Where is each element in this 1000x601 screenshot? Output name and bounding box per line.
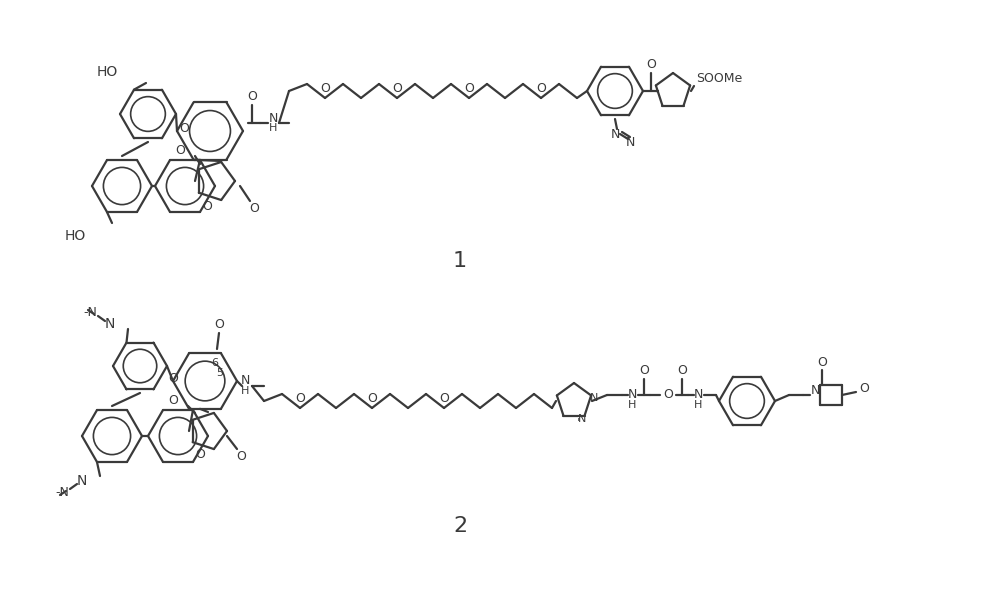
Text: O: O xyxy=(367,391,377,404)
Text: N: N xyxy=(810,385,820,397)
Text: N: N xyxy=(268,112,278,124)
Text: 2: 2 xyxy=(453,516,467,536)
Text: H: H xyxy=(269,123,277,133)
Text: H: H xyxy=(241,386,249,396)
Text: -N: -N xyxy=(83,305,97,319)
Text: N: N xyxy=(77,474,87,488)
Text: N: N xyxy=(627,388,637,401)
Text: O: O xyxy=(817,356,827,368)
Text: O: O xyxy=(639,364,649,377)
Text: O: O xyxy=(320,82,330,94)
Text: O: O xyxy=(392,82,402,94)
Text: HO: HO xyxy=(65,229,86,243)
Text: HO: HO xyxy=(97,65,118,79)
Text: SOOMe: SOOMe xyxy=(696,73,742,85)
Text: O: O xyxy=(175,144,185,157)
Text: O: O xyxy=(214,319,224,332)
Text: O: O xyxy=(536,82,546,94)
Text: N: N xyxy=(693,388,703,401)
Text: ': ' xyxy=(577,417,580,430)
Text: O: O xyxy=(295,391,305,404)
Text: O: O xyxy=(677,364,687,377)
Text: O: O xyxy=(236,450,246,463)
Text: 1: 1 xyxy=(453,251,467,271)
Text: N: N xyxy=(610,127,620,141)
Text: H: H xyxy=(694,400,702,410)
Text: O: O xyxy=(859,382,869,395)
Text: -N: -N xyxy=(55,486,69,499)
Text: 5: 5 xyxy=(216,368,224,378)
Text: O: O xyxy=(168,371,178,385)
Text: N: N xyxy=(105,317,115,331)
Text: N: N xyxy=(240,374,250,388)
Text: O: O xyxy=(646,58,656,72)
Text: O: O xyxy=(464,82,474,94)
Text: O: O xyxy=(195,448,205,462)
Text: N: N xyxy=(625,135,635,148)
Text: O: O xyxy=(663,388,673,401)
Text: H: H xyxy=(628,400,636,410)
Text: 6: 6 xyxy=(212,358,218,368)
Text: O: O xyxy=(439,391,449,404)
Text: N: N xyxy=(590,394,598,403)
Text: O: O xyxy=(249,201,259,215)
Text: O: O xyxy=(247,91,257,103)
Text: O: O xyxy=(202,200,212,213)
Text: N: N xyxy=(577,413,586,424)
Text: O: O xyxy=(179,123,189,135)
Text: O: O xyxy=(168,394,178,407)
